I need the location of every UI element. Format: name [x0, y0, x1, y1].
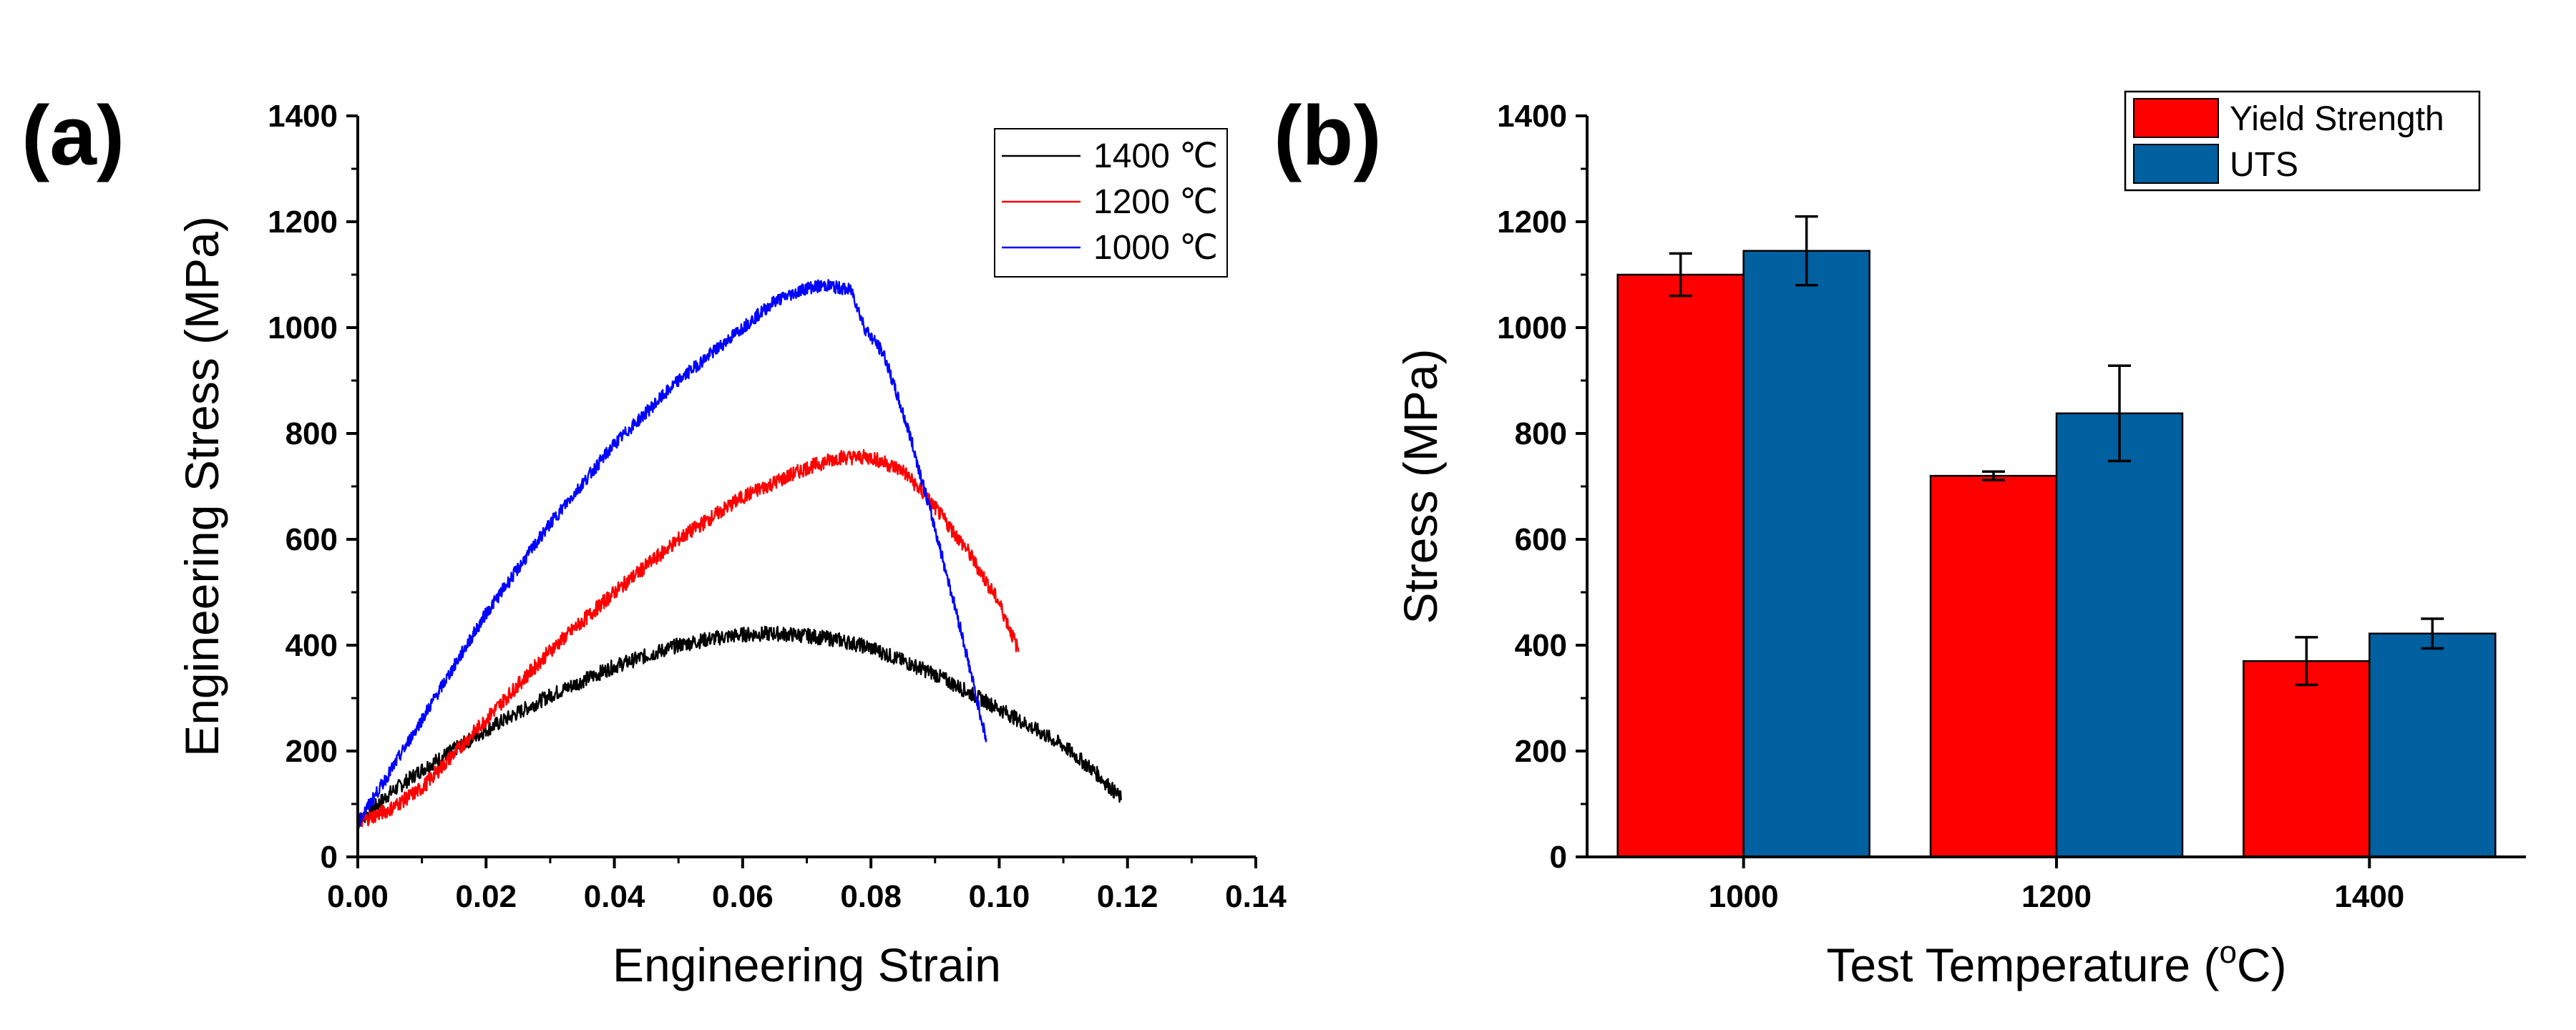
bar-uts-1200 [2055, 412, 2184, 858]
stress-strain-axes: 0 200 400 600 800 1000 1200 1400 0.00 0.02 0.04 0.0… [175, 99, 1287, 991]
legend-label: 1200 ℃ [1093, 183, 1218, 221]
x-tick-label: 0.06 [712, 879, 774, 914]
y-tick-label: 1000 [1497, 310, 1567, 345]
y-tick-label: 200 [1515, 734, 1567, 769]
x-axis-title-main: Test Temperature ( [1826, 938, 2219, 991]
x-axis-title-unit: C) [2237, 938, 2287, 991]
y-tick-label: 1000 [268, 310, 338, 345]
legend-label: 1400 ℃ [1093, 137, 1218, 175]
panel-b-label: (b) [1274, 89, 1382, 183]
y-tick-label: 1200 [1497, 205, 1567, 240]
bar-uts-1400 [2368, 632, 2497, 858]
x-axis-title: Engineering Strain [613, 938, 1001, 991]
y-axis-title: Engineering Stress (MPa) [175, 216, 228, 757]
x-tick-label: 1400 [2334, 879, 2404, 914]
x-tick-label: 0.12 [1097, 879, 1158, 914]
bar-uts-1000 [1742, 250, 1870, 858]
strength-bar-chart: 1000 1200 1400 0 200 400 600 800 1000 1200 1400 Tes… [1394, 90, 2526, 991]
y-tick-label: 1200 [268, 205, 338, 240]
panel-a-label: (a) [21, 89, 125, 183]
series-line-2 [356, 279, 987, 828]
x-tick-label: 1200 [2021, 879, 2092, 914]
y-tick-label: 400 [286, 628, 338, 663]
strength-axes: 1000 1200 1400 0 200 400 600 800 1000 1200 1400 Tes… [1394, 99, 2526, 991]
series-line-0 [356, 625, 1122, 828]
legend-swatch [2133, 98, 2219, 138]
x-tick-label: 0.10 [969, 879, 1030, 914]
x-tick-label: 0.02 [455, 879, 517, 914]
legend-swatch [2133, 144, 2219, 184]
x-tick-label: 0.14 [1225, 879, 1287, 914]
y-tick-label: 800 [286, 416, 338, 451]
strength-legend: Yield Strength UTS [2124, 90, 2481, 192]
stress-strain-curves [356, 279, 1122, 830]
legend-box [994, 128, 1228, 278]
legend-label: Yield Strength [2230, 100, 2444, 138]
stress-strain-chart: 0 200 400 600 800 1000 1200 1400 0.00 0.02 0.04 0.0… [175, 99, 1287, 991]
bar-yield-1000 [1616, 273, 1745, 858]
x-axis-title-degree: o [2219, 935, 2236, 970]
y-tick-label: 1400 [1497, 99, 1567, 134]
y-tick-label: 600 [286, 522, 338, 557]
x-axis-title: Test Temperature (oC) [1826, 935, 2286, 991]
strength-bars [1616, 215, 2497, 858]
x-tick-label: 0.04 [584, 879, 645, 914]
y-tick-label: 0 [1550, 840, 1567, 875]
y-tick-label: 400 [1515, 628, 1567, 663]
legend-label: UTS [2230, 146, 2298, 184]
x-tick-label: 0.08 [840, 879, 902, 914]
y-tick-label: 0 [321, 840, 338, 875]
y-tick-label: 200 [286, 734, 338, 769]
y-axis-title: Stress (MPa) [1394, 348, 1447, 624]
bar-yield-1400 [2243, 659, 2371, 858]
x-tick-label: 1000 [1709, 879, 1779, 914]
y-tick-label: 600 [1515, 522, 1567, 557]
bar-yield-1200 [1929, 474, 2058, 858]
legend-label: 1000 ℃ [1093, 229, 1218, 267]
stress-strain-legend: 1400 ℃ 1200 ℃ 1000 ℃ [994, 128, 1228, 278]
series-line-1 [356, 448, 1020, 830]
y-tick-label: 1400 [268, 99, 338, 134]
y-tick-label: 800 [1515, 416, 1567, 451]
x-tick-label: 0.00 [327, 879, 389, 914]
